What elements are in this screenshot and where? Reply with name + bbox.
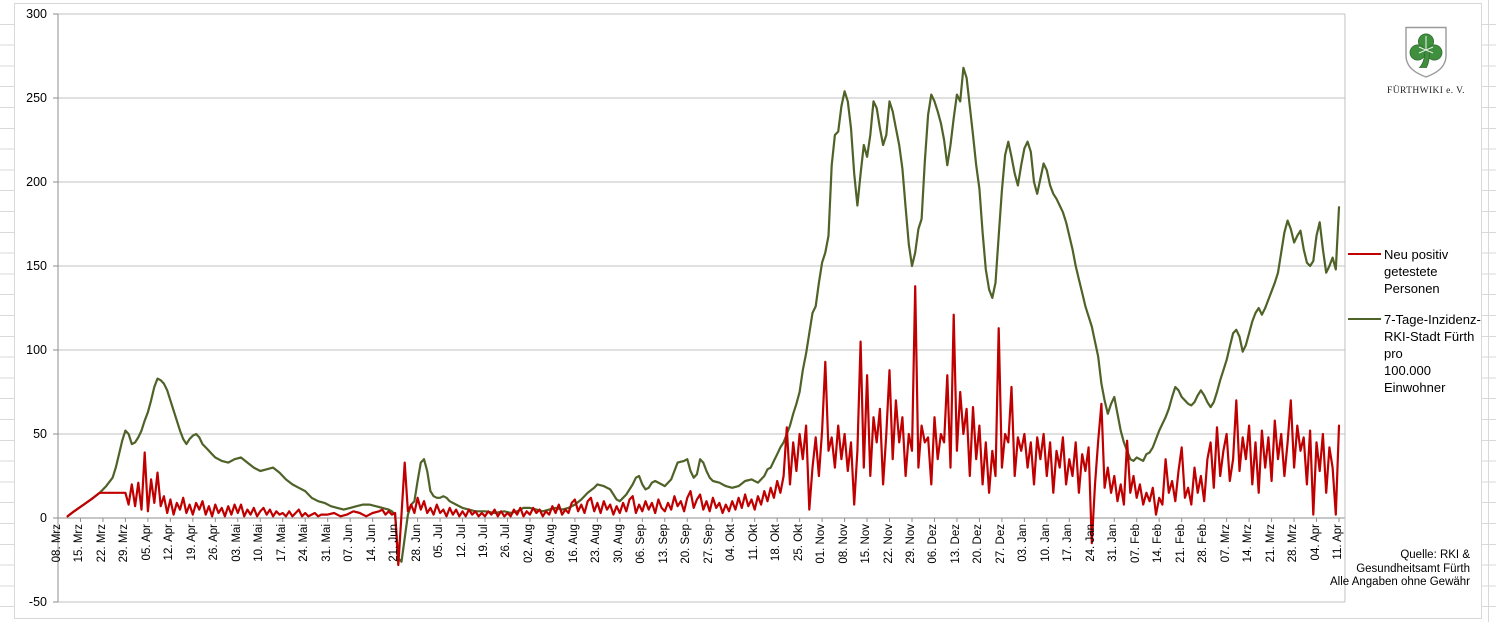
y-tick-label: 300 [26, 7, 47, 21]
x-tick-label: 15. Mrz [73, 524, 86, 563]
x-tick-label: 10. Jan [1039, 524, 1052, 562]
y-tick-label: 50 [33, 427, 47, 441]
x-tick-label: 31. Mai [320, 524, 333, 562]
source-note-line: Alle Angaben ohne Gewähr [1329, 576, 1470, 588]
x-tick-label: 01. Nov [815, 524, 828, 564]
x-tick-label: 21. Jun [388, 524, 401, 562]
x-tick-label: 08. Mrz [51, 524, 63, 563]
legend-label-line: RKI-Stadt Fürth pro [1384, 329, 1475, 361]
x-tick-label: 31. Jan [1107, 524, 1120, 562]
legend-label: 7-Tage-Inzidenz- RKI-Stadt Fürth pro 100.0… [1384, 311, 1488, 396]
legend-label-line: Neu positiv [1384, 247, 1449, 262]
x-tick-label: 07. Mrz [1219, 524, 1232, 563]
series-line-red [66, 285, 1341, 567]
legend-label: Neu positiv getestete Personen [1384, 246, 1488, 297]
x-tick-label: 16. Aug [567, 524, 580, 564]
legend-entry: 7-Tage-Inzidenz- RKI-Stadt Fürth pro 100.0… [1348, 311, 1488, 396]
x-tick-label: 22. Nov [882, 524, 895, 564]
x-tick-label: 05. Jul [433, 524, 446, 558]
x-tick-label: 22. Mrz [95, 524, 108, 563]
x-tick-label: 12. Apr [163, 524, 176, 561]
x-tick-label: 13. Sep [657, 524, 670, 564]
x-tick-label: 15. Nov [860, 524, 873, 564]
source-note: Quelle: RKI & Gesundheitsamt Fürth Alle An… [1250, 549, 1470, 590]
x-tick-label: 11. Okt [747, 524, 760, 561]
x-tick-label: 19. Jul [478, 524, 490, 558]
series-line-green [66, 66, 1341, 563]
chart-object[interactable] [14, 3, 1482, 619]
spreadsheet-column-line [1488, 0, 1489, 622]
y-tick-label: 0 [40, 511, 47, 525]
legend-entry: Neu positiv getestete Personen [1348, 246, 1488, 297]
x-tick-label: 05. Apr [140, 524, 153, 561]
x-tick-label: 29. Mrz [118, 524, 131, 563]
x-tick-label: 20. Sep [680, 524, 693, 564]
y-tick-label: 250 [26, 91, 47, 105]
legend-label-line: 7-Tage-Inzidenz- [1384, 312, 1481, 327]
x-tick-label: 18. Okt [770, 524, 783, 562]
x-tick-label: 27. Dez [994, 524, 1007, 564]
furthwiki-logo: FÜRTHWIKI e. V. [1384, 26, 1468, 96]
x-tick-label: 29. Nov [905, 524, 917, 564]
legend-label-line: 100.000 Einwohner [1384, 363, 1446, 395]
x-tick-label: 30. Aug [612, 524, 625, 564]
x-tick-label: 04. Okt [725, 524, 738, 562]
x-tick-label: 08. Nov [837, 524, 850, 564]
x-tick-label: 09. Aug [545, 524, 558, 564]
x-tick-label: 03. Jan [1017, 524, 1030, 562]
legend-line-sample [1348, 318, 1381, 320]
y-tick-label: 200 [26, 175, 47, 189]
legend: Neu positiv getestete Personen 7-Tage-Inzi… [1348, 246, 1488, 410]
y-tick-label: 150 [26, 259, 47, 273]
x-tick-label: 14. Feb [1152, 524, 1165, 563]
x-tick-label: 02. Aug [522, 524, 535, 564]
x-tick-label: 12. Jul [455, 524, 468, 558]
x-tick-label: 14. Jun [365, 524, 378, 562]
clover-shield-icon [1405, 26, 1447, 78]
x-tick-label: 06. Dez [927, 524, 940, 564]
x-tick-label: 10. Mai [253, 524, 266, 562]
y-tick-label: -50 [28, 595, 47, 609]
x-tick-label: 17. Mai [275, 524, 288, 562]
x-tick-label: 06. Sep [635, 524, 648, 564]
y-tick-label: 100 [26, 343, 47, 357]
x-tick-label: 19. Apr [185, 524, 198, 561]
source-note-line: Gesundheitsamt Fürth [1356, 562, 1470, 575]
legend-line-sample [1348, 253, 1381, 255]
x-tick-label: 26. Apr [208, 524, 221, 561]
x-tick-label: 03. Mai [230, 524, 243, 562]
x-tick-label: 25. Okt [792, 524, 805, 562]
x-tick-label: 24. Mai [298, 524, 311, 562]
logo-wordmark: FÜRTHWIKI e. V. [1387, 86, 1465, 96]
x-tick-label: 27. Sep [702, 524, 715, 564]
x-tick-label: 20. Dez [972, 524, 985, 564]
x-tick-label: 07. Jun [343, 524, 356, 562]
source-note-line: Quelle: RKI & [1400, 549, 1470, 561]
x-tick-label: 28. Feb [1197, 524, 1210, 563]
x-tick-label: 07. Feb [1129, 524, 1142, 563]
x-tick-label: 21. Feb [1174, 524, 1187, 563]
legend-label-line: getestete Personen [1384, 264, 1440, 296]
x-tick-label: 13. Dez [949, 524, 962, 564]
x-tick-label: 23. Aug [590, 524, 603, 564]
x-tick-label: 26. Jul [500, 524, 513, 558]
x-tick-label: 17. Jan [1062, 524, 1075, 562]
x-tick-label: 24. Jan [1084, 524, 1097, 562]
x-tick-label: 28. Jun [410, 524, 423, 562]
